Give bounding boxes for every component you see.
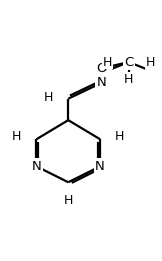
Text: N: N <box>97 76 107 89</box>
Text: H: H <box>103 56 112 69</box>
Text: H: H <box>12 129 21 143</box>
Text: N: N <box>32 160 41 173</box>
Text: C: C <box>124 56 133 69</box>
Text: H: H <box>124 73 133 86</box>
Text: H: H <box>64 194 73 207</box>
Text: H: H <box>44 91 53 104</box>
Text: O: O <box>96 62 107 75</box>
Text: H: H <box>115 129 125 143</box>
Text: N: N <box>95 160 105 173</box>
Text: H: H <box>145 56 155 69</box>
